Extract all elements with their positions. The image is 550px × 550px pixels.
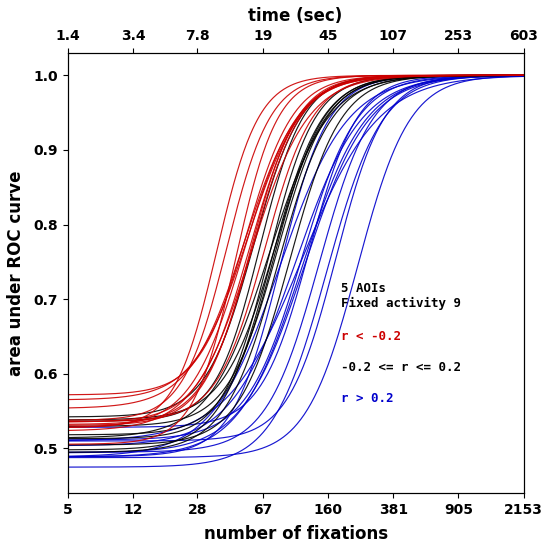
X-axis label: time (sec): time (sec) (249, 7, 343, 25)
Text: 5 AOIs
Fixed activity 9: 5 AOIs Fixed activity 9 (341, 282, 461, 310)
X-axis label: number of fixations: number of fixations (204, 525, 388, 543)
Text: r > 0.2: r > 0.2 (341, 392, 394, 405)
Y-axis label: area under ROC curve: area under ROC curve (7, 170, 25, 376)
Text: -0.2 <= r <= 0.2: -0.2 <= r <= 0.2 (341, 361, 461, 374)
Text: r < -0.2: r < -0.2 (341, 330, 401, 343)
